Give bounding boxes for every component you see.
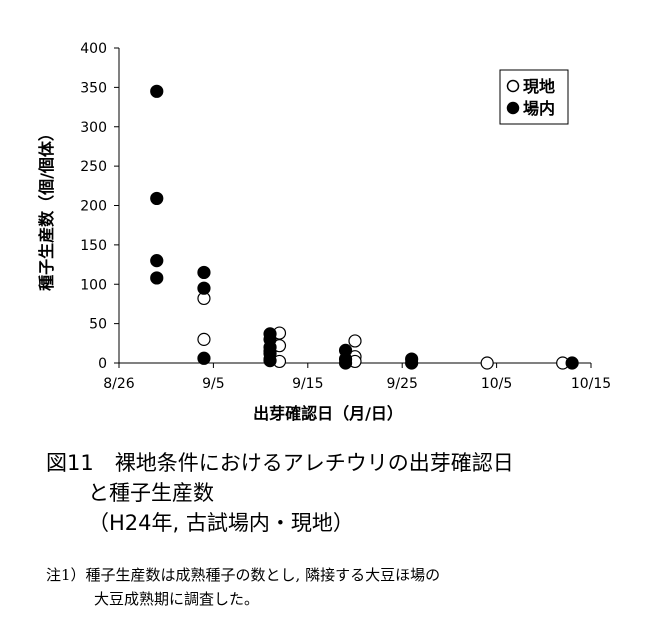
y-tick-label: 50 xyxy=(89,317,107,333)
x-tick-label: 9/15 xyxy=(292,376,323,392)
point-genchi xyxy=(480,356,494,370)
y-tick-label: 250 xyxy=(80,159,107,175)
point-genchi xyxy=(348,334,362,348)
legend-marker-jonai xyxy=(506,101,520,115)
x-tick-label: 9/5 xyxy=(202,376,225,392)
point-jonai xyxy=(150,254,164,268)
x-tick-label: 10/5 xyxy=(481,376,512,392)
point-jonai xyxy=(150,84,164,98)
y-tick-label: 350 xyxy=(80,80,107,96)
point-jonai xyxy=(197,281,211,295)
legend-box xyxy=(499,69,569,125)
point-jonai xyxy=(150,191,164,206)
y-tick-label: 150 xyxy=(80,238,107,254)
data-points xyxy=(150,84,579,370)
footnote-line-2: 大豆成熟期に調査した。 xyxy=(94,590,260,608)
x-tick-label: 10/15 xyxy=(571,376,611,392)
point-jonai xyxy=(405,356,419,370)
x-axis-ticks: 8/26 9/5 9/15 9/25 10/5 10/15 xyxy=(103,363,611,392)
y-tick-label: 400 xyxy=(80,41,107,57)
y-axis-ticks: 0 50 100 150 200 250 300 350 400 xyxy=(80,41,119,372)
seed-production-scatter-chart: 0 50 100 150 200 250 300 350 400 8/26 9/5 9/15 9/25… xyxy=(37,41,611,423)
footnote-line-1: 注1）種子生産数は成熟種子の数とし, 隣接する大豆ほ場の xyxy=(46,566,441,584)
point-jonai xyxy=(150,271,164,285)
legend-label: 場内 xyxy=(523,99,555,118)
figure-caption: 図11 裸地条件におけるアレチウリの出芽確認日 と種子生産数 （H24年, 古試… xyxy=(46,448,514,538)
point-jonai xyxy=(263,354,277,368)
point-jonai xyxy=(197,265,211,280)
y-axis-label: 種子生産数（個/個体） xyxy=(37,125,56,291)
point-jonai xyxy=(565,356,579,370)
x-tick-label: 9/25 xyxy=(386,376,417,392)
legend-label: 現地 xyxy=(523,77,555,96)
point-jonai xyxy=(338,356,353,370)
y-tick-label: 100 xyxy=(80,277,107,293)
legend-marker-genchi xyxy=(506,79,520,93)
caption-line-2: と種子生産数 xyxy=(88,481,214,505)
y-tick-label: 0 xyxy=(98,356,107,372)
y-tick-label: 300 xyxy=(80,120,107,136)
footnote: 注1）種子生産数は成熟種子の数とし, 隣接する大豆ほ場の 大豆成熟期に調査した。 xyxy=(46,563,440,611)
point-genchi xyxy=(197,332,211,346)
x-axis-label: 出芽確認日（月/日） xyxy=(253,404,403,423)
point-jonai xyxy=(197,351,211,365)
x-tick-label: 8/26 xyxy=(103,376,135,392)
caption-line-3: （H24年, 古試場内・現地） xyxy=(88,511,354,535)
y-tick-label: 200 xyxy=(80,199,107,215)
caption-line-1: 図11 裸地条件におけるアレチウリの出芽確認日 xyxy=(46,451,514,475)
